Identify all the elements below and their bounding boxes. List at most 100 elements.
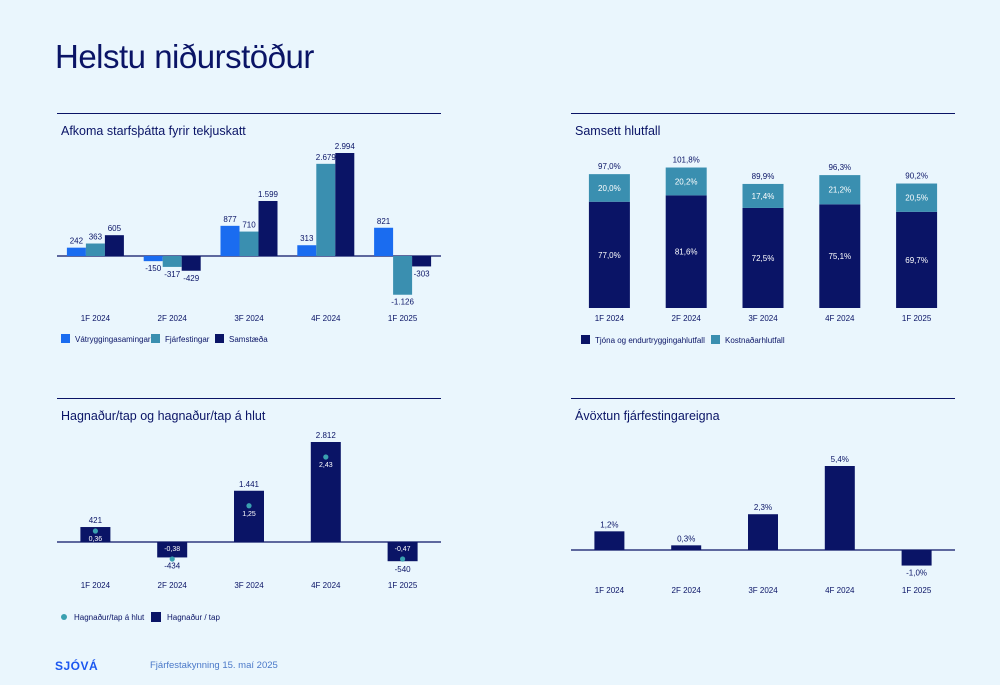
bar <box>220 225 240 256</box>
page-title: Helstu niðurstöður <box>55 38 314 75</box>
x-tick-label: 1F 2024 <box>81 581 111 590</box>
chart-afkoma: 242 363 605 1F 2024 -150-317 -429 2F 2024 877 71… <box>57 142 441 344</box>
data-label: 2.994 <box>335 142 356 151</box>
bar <box>393 256 413 295</box>
bar-segment <box>896 211 938 308</box>
legend-dot <box>61 614 67 620</box>
bar <box>143 256 163 262</box>
bar <box>258 200 278 256</box>
total-label: 89,9% <box>752 172 775 181</box>
panel-divider <box>571 398 955 399</box>
x-tick-label: 1F 2024 <box>81 314 111 323</box>
bar <box>234 490 264 542</box>
data-label: 17,4% <box>752 192 775 201</box>
x-tick-label: 4F 2024 <box>311 314 341 323</box>
data-label: 242 <box>70 237 84 246</box>
per-share-dot <box>400 556 406 562</box>
bar-segment <box>819 175 861 205</box>
bar <box>85 243 105 256</box>
x-tick-label: 2F 2024 <box>672 586 702 595</box>
legend-label: Samstæða <box>229 335 268 344</box>
chart-avoxtun: 1,2% 1F 2024 0,3% 2F 2024 2,3% 3F 2024 5,4% 4F … <box>571 455 955 595</box>
chart-title: Afkoma starfsþátta fyrir tekjuskatt <box>61 124 246 138</box>
data-label: 77,0% <box>598 251 621 260</box>
bar-segment <box>588 201 630 308</box>
legend-swatch <box>711 335 720 344</box>
x-tick-label: 1F 2025 <box>902 586 932 595</box>
total-label: 101,8% <box>673 156 700 165</box>
data-label: 2,3% <box>754 503 772 512</box>
data-label: 20,5% <box>905 194 928 203</box>
data-label: 605 <box>108 224 122 233</box>
x-tick-label: 1F 2025 <box>388 314 418 323</box>
bar <box>335 153 355 256</box>
x-tick-label: 1F 2025 <box>902 314 932 323</box>
data-label: 877 <box>223 215 237 224</box>
per-share-dot <box>169 556 175 562</box>
bar <box>80 527 111 542</box>
data-label: 363 <box>89 233 103 242</box>
legend-swatch <box>581 335 590 344</box>
bar <box>374 227 394 256</box>
bar-segment <box>742 207 784 308</box>
data-label: -1,0% <box>906 569 927 578</box>
data-label: -150 <box>145 264 162 273</box>
bar-segment <box>742 183 784 208</box>
x-tick-label: 3F 2024 <box>748 586 778 595</box>
legend-label: Vátryggingasamingar <box>75 335 151 344</box>
data-label: 75,1% <box>828 252 851 261</box>
bar <box>157 542 188 558</box>
data-label: 821 <box>377 217 391 226</box>
data-label: 69,7% <box>905 256 928 265</box>
bar <box>104 235 124 256</box>
data-label: 1,2% <box>600 520 618 529</box>
bar <box>748 514 778 550</box>
chart-title: Samsett hlutfall <box>575 124 661 138</box>
legend-label: Fjárfestingar <box>165 335 210 344</box>
legend-label: Hagnaður/tap á hlut <box>74 613 145 622</box>
data-label: 20,0% <box>598 184 621 193</box>
bar <box>316 163 336 256</box>
legend-label: Kostnaðarhlutfall <box>725 336 785 345</box>
footer-text: Fjárfestakynning 15. maí 2025 <box>150 660 278 671</box>
data-label: -540 <box>395 565 412 574</box>
x-tick-label: 1F 2024 <box>595 586 625 595</box>
panel-divider <box>571 113 955 114</box>
bar-segment <box>665 195 707 308</box>
legend-label: Hagnaður / tap <box>167 613 220 622</box>
x-tick-label: 3F 2024 <box>234 314 264 323</box>
data-label: -429 <box>183 274 200 283</box>
per-share-dot <box>323 454 329 460</box>
x-tick-label: 4F 2024 <box>311 581 341 590</box>
legend-swatch <box>215 334 224 343</box>
total-label: 90,2% <box>905 172 928 181</box>
x-tick-label: 3F 2024 <box>234 581 264 590</box>
per-share-label: 1,25 <box>242 511 256 518</box>
data-label: 20,2% <box>675 177 698 186</box>
bar-segment <box>665 167 707 196</box>
x-tick-label: 2F 2024 <box>158 581 188 590</box>
x-tick-label: 2F 2024 <box>158 314 188 323</box>
chart-panel-samsett: Samsett hlutfall 77,0% 20,0% 97,0% 1F 2024 8… <box>571 113 955 373</box>
total-label: 97,0% <box>598 162 621 171</box>
total-label: 96,3% <box>828 163 851 172</box>
data-label: -303 <box>414 269 431 278</box>
bar <box>239 231 259 256</box>
data-label: 21,2% <box>828 186 851 195</box>
data-label: 0,3% <box>677 534 695 543</box>
x-tick-label: 4F 2024 <box>825 314 855 323</box>
data-label: 2.679 <box>316 153 337 162</box>
bar <box>671 545 702 550</box>
x-tick-label: 4F 2024 <box>825 586 855 595</box>
data-label: 1.441 <box>239 480 260 489</box>
bar-segment <box>819 204 861 308</box>
chart-hagnadur: 421 0,36 1F 2024 -434 -0,38 2F 2024 1.441 1,25 3… <box>57 431 441 622</box>
chart-panel-avoxtun: Ávöxtun fjárfestingareigna 1,2% 1F 2024 0,… <box>571 398 955 658</box>
data-label: 313 <box>300 234 314 243</box>
data-label: 421 <box>89 516 103 525</box>
x-tick-label: 1F 2025 <box>388 581 418 590</box>
bar <box>162 256 182 267</box>
data-label: -317 <box>164 270 181 279</box>
data-label: 5,4% <box>831 455 849 464</box>
bar <box>901 550 932 566</box>
